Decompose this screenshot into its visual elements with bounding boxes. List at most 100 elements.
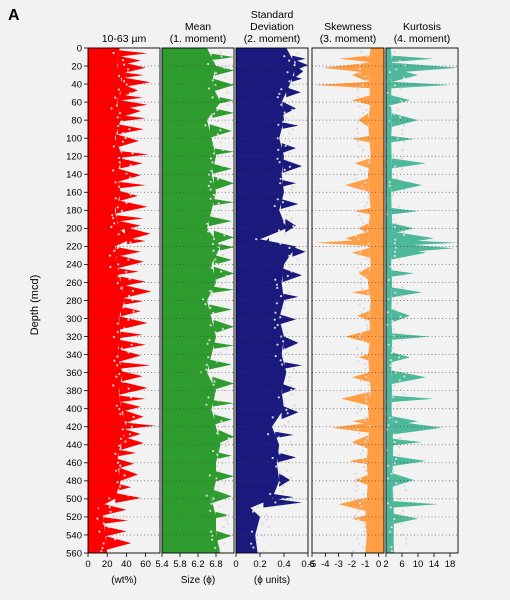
sample-dot-p3 [292, 368, 295, 371]
sample-dot-p4 [356, 121, 360, 124]
sample-dot-p2 [223, 424, 226, 427]
sample-dot-p1 [118, 112, 122, 115]
spike-p4-22 [332, 422, 370, 433]
sample-dot-p2 [205, 403, 208, 406]
spike-p1-36 [119, 395, 146, 402]
sample-dot-p2 [221, 164, 224, 168]
sample-dot-p3 [285, 117, 288, 120]
sample-dot-p2 [220, 270, 223, 273]
sample-dot-p2 [223, 319, 226, 322]
sample-dot-p5 [391, 153, 394, 156]
sample-dot-p5 [390, 472, 393, 475]
sample-dot-p1 [122, 306, 125, 309]
spike-p5-12 [391, 239, 458, 246]
sample-dot-p3 [290, 263, 293, 266]
sample-dot-p5 [403, 375, 406, 378]
sample-dot-p2 [220, 282, 224, 285]
sample-dot-p4 [364, 319, 367, 322]
sample-dot-p3 [279, 316, 282, 319]
sample-dot-p4 [356, 95, 360, 99]
sample-dot-p2 [211, 79, 214, 82]
xtick-label-p1-0: 0 [85, 559, 90, 570]
sample-dot-p1 [129, 314, 133, 317]
sample-dot-p1 [124, 55, 127, 58]
sample-dot-p3 [283, 168, 286, 171]
sample-dot-p3 [279, 242, 282, 245]
sample-dot-p2 [223, 482, 226, 485]
sample-dot-p3 [288, 254, 291, 257]
sample-dot-p2 [213, 112, 216, 115]
sample-dot-p3 [255, 238, 258, 241]
sample-dot-p1 [112, 145, 115, 148]
sample-dot-p3 [285, 331, 288, 334]
spike-p1-47 [98, 502, 127, 517]
sample-dot-p1 [114, 502, 117, 505]
spike-p5-10 [392, 223, 414, 234]
sample-dot-p4 [359, 72, 362, 75]
sample-dot-p1 [109, 510, 112, 513]
sample-dot-p3 [277, 396, 280, 399]
sample-dot-p1 [124, 137, 127, 140]
sample-dot-p2 [209, 188, 212, 191]
sample-dot-p4 [359, 225, 362, 228]
sample-dot-p2 [211, 96, 214, 99]
sample-dot-p5 [396, 404, 399, 407]
sample-dot-p1 [126, 71, 129, 74]
ytick-label-17: 340 [66, 350, 82, 361]
sample-dot-p5 [393, 517, 396, 521]
sample-dot-p2 [225, 518, 228, 522]
ytick-label-24: 480 [66, 476, 82, 487]
spike-p1-3 [119, 71, 144, 79]
sample-dot-p5 [401, 156, 404, 159]
sample-dot-p1 [114, 96, 117, 99]
sample-dot-p2 [212, 59, 215, 62]
sample-dot-p4 [359, 262, 362, 265]
sample-dot-p5 [401, 286, 404, 289]
sample-dot-p2 [215, 465, 219, 468]
sample-dot-p1 [129, 176, 132, 179]
sample-dot-p3 [282, 340, 285, 343]
sample-dot-p1 [124, 421, 127, 424]
sample-dot-p1 [119, 437, 122, 440]
spike-p4-10 [358, 223, 368, 234]
spike-p4-0 [338, 55, 370, 62]
sample-dot-p5 [390, 545, 393, 549]
sample-dot-p3 [283, 424, 286, 427]
sample-dot-p5 [399, 388, 402, 391]
sample-dot-p4 [359, 169, 362, 172]
sample-dot-p3 [275, 302, 278, 305]
sample-dot-p1 [122, 132, 125, 135]
sample-dot-p5 [397, 205, 400, 208]
sample-dot-p4 [359, 388, 362, 391]
sample-dot-p2 [211, 243, 214, 246]
sample-dot-p1 [118, 161, 121, 164]
sample-dot-p3 [283, 233, 286, 236]
sample-dot-p3 [283, 348, 286, 351]
spike-p1-14 [117, 168, 141, 182]
sample-dot-p3 [281, 363, 284, 366]
sample-dot-p4 [367, 242, 370, 245]
spike-p5-15 [391, 270, 414, 277]
sample-dot-p1 [122, 380, 125, 383]
sample-dot-p2 [216, 120, 219, 123]
spike-p3-13 [292, 246, 306, 257]
spike-p1-33 [120, 362, 151, 369]
sample-dot-p5 [392, 112, 395, 115]
sample-dot-p1 [120, 120, 123, 123]
spike-p5-4 [390, 95, 410, 106]
sample-dot-p3 [262, 550, 265, 553]
sample-dot-p4 [364, 419, 367, 422]
spike-p4-12 [314, 239, 370, 246]
sample-dot-p3 [301, 67, 304, 70]
sample-dot-p5 [394, 371, 398, 374]
sample-dot-p1 [102, 522, 105, 525]
sample-dot-p3 [276, 286, 279, 289]
sample-dot-p3 [297, 75, 300, 78]
title-p3-1: Deviation [250, 21, 294, 33]
sample-dot-p2 [219, 550, 222, 553]
spike-p5-27 [393, 501, 438, 508]
sample-dot-p4 [364, 181, 367, 184]
sample-dot-p4 [358, 542, 361, 545]
sample-dot-p2 [222, 526, 225, 529]
sample-dot-p4 [357, 214, 360, 217]
